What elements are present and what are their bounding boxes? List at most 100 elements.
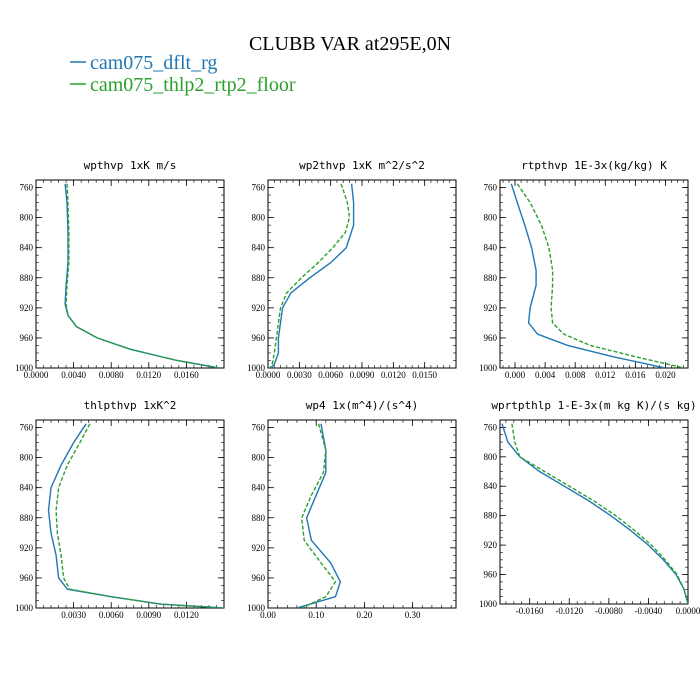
panel-1: wpthvp 1xK m/s76080084088092096010000.00… <box>15 159 225 380</box>
x-tick-label: 0.10 <box>308 610 324 620</box>
legend: cam075_dflt_rg cam075_thlp2_rtp2_floor <box>70 52 296 96</box>
x-tick-label: -0.0120 <box>555 606 583 616</box>
y-tick-label: 920 <box>484 303 498 313</box>
y-tick-label: 960 <box>484 333 498 343</box>
plot-frame <box>35 179 225 369</box>
series-line-1 <box>296 423 342 608</box>
x-tick-label: 0.0120 <box>136 370 161 380</box>
series-line-1 <box>270 183 355 368</box>
y-tick-label: 1000 <box>247 363 266 373</box>
legend-label-1: cam075_dflt_rg <box>90 52 217 74</box>
y-tick-label: 880 <box>484 273 498 283</box>
series-line-1 <box>501 423 688 604</box>
plot-frame <box>267 419 457 609</box>
x-tick-label: -0.0040 <box>635 606 663 616</box>
x-tick-label: 0.0030 <box>287 370 312 380</box>
x-tick-label: 0.008 <box>565 370 586 380</box>
panel-title: wpthvp 1xK m/s <box>84 159 177 172</box>
series-line-2 <box>300 423 337 608</box>
x-tick-label: 0.0120 <box>381 370 406 380</box>
y-tick-label: 800 <box>252 213 266 223</box>
panel-title: wp4 1x(m^4)/(s^4) <box>306 399 419 412</box>
panel-2: wp2thvp 1xK m^2/s^2 760 800 840 880 920 960 100… <box>247 159 457 380</box>
x-tick-label: 0.020 <box>655 370 676 380</box>
panel-title: rtpthvp 1E-3x(kg/kg) K <box>521 159 667 172</box>
series-line-2 <box>55 423 224 608</box>
y-tick-label: 920 <box>20 543 34 553</box>
x-tick-label: 0.20 <box>357 610 373 620</box>
y-tick-label: 1000 <box>15 363 34 373</box>
y-tick-label: 760 <box>20 423 34 433</box>
panels: wpthvp 1xK m/s76080084088092096010000.00… <box>15 159 700 620</box>
y-tick-label: 760 <box>252 423 266 433</box>
y-tick-label: 1000 <box>15 603 34 613</box>
y-tick-label: 760 <box>484 422 498 432</box>
x-tick-label: -0.0080 <box>595 606 623 616</box>
y-tick-label: 840 <box>484 243 498 253</box>
x-tick-label: -0.0160 <box>516 606 544 616</box>
x-tick-label: 0.0080 <box>99 370 124 380</box>
x-tick-label: 0.000 <box>505 370 526 380</box>
legend-label-2: cam075_thlp2_rtp2_floor <box>90 74 296 96</box>
plot-frame <box>499 419 689 605</box>
x-tick-label: 0.30 <box>405 610 421 620</box>
x-tick-label: 0.012 <box>595 370 615 380</box>
y-tick-label: 760 <box>252 183 266 193</box>
y-tick-label: 760 <box>20 183 34 193</box>
y-tick-label: 840 <box>252 243 266 253</box>
x-tick-label: 0.0040 <box>61 370 86 380</box>
y-tick-label: 840 <box>20 243 34 253</box>
y-tick-label: 800 <box>252 453 266 463</box>
x-tick-label: 0.0060 <box>99 610 124 620</box>
x-tick-label: 0.0000 <box>24 370 49 380</box>
x-tick-label: 0.0000 <box>256 370 281 380</box>
x-tick-label: 0.0160 <box>174 370 199 380</box>
series-line-2 <box>269 183 351 368</box>
x-tick-label: 0.0060 <box>318 370 343 380</box>
plot-frame <box>499 179 689 369</box>
y-tick-label: 800 <box>484 452 498 462</box>
x-tick-label: 0.016 <box>625 370 646 380</box>
y-tick-label: 1000 <box>479 599 498 609</box>
y-tick-label: 840 <box>484 481 498 491</box>
y-tick-label: 880 <box>20 273 34 283</box>
y-tick-label: 800 <box>484 213 498 223</box>
y-tick-label: 840 <box>20 483 34 493</box>
series-line-2 <box>65 183 220 368</box>
x-tick-label: 0.0150 <box>412 370 437 380</box>
y-tick-label: 960 <box>252 573 266 583</box>
series-line-2 <box>516 183 685 368</box>
x-tick-label: 0.0090 <box>350 370 375 380</box>
y-tick-label: 960 <box>20 333 34 343</box>
x-tick-label: 0.0000 <box>676 606 700 616</box>
y-tick-label: 920 <box>252 303 266 313</box>
x-tick-label: 0.0120 <box>174 610 199 620</box>
y-tick-label: 960 <box>252 333 266 343</box>
series-line-2 <box>511 423 688 604</box>
y-tick-label: 920 <box>20 303 34 313</box>
y-tick-label: 800 <box>20 453 34 463</box>
y-tick-label: 880 <box>484 511 498 521</box>
y-tick-label: 1000 <box>247 603 266 613</box>
x-tick-label: 0.0090 <box>136 610 161 620</box>
y-tick-label: 760 <box>484 183 498 193</box>
panel-title: wprtpthlp 1-E-3x(m kg K)/(s kg) <box>491 399 696 412</box>
y-tick-label: 880 <box>252 273 266 283</box>
panel-4: thlpthvp 1xK^2 760 800 840 880 920 960 1000 0.00… <box>15 399 225 620</box>
panel-title: thlpthvp 1xK^2 <box>84 399 177 412</box>
y-tick-label: 960 <box>20 573 34 583</box>
figure-title: CLUBB VAR at295E,0N <box>249 33 451 55</box>
x-tick-label: 0.004 <box>535 370 556 380</box>
y-tick-label: 840 <box>252 483 266 493</box>
series-line-1 <box>64 183 220 368</box>
y-tick-label: 960 <box>484 570 498 580</box>
x-tick-label: 0.0030 <box>61 610 86 620</box>
series-line-1 <box>510 183 666 368</box>
plot-frame <box>35 419 225 609</box>
panel-5: wp4 1x(m^4)/(s^4)76080084088092096010000… <box>247 399 457 620</box>
panel-title: wp2thvp 1xK m^2/s^2 <box>299 159 425 172</box>
y-tick-label: 880 <box>252 513 266 523</box>
y-tick-label: 1000 <box>479 363 498 373</box>
y-tick-label: 880 <box>20 513 34 523</box>
